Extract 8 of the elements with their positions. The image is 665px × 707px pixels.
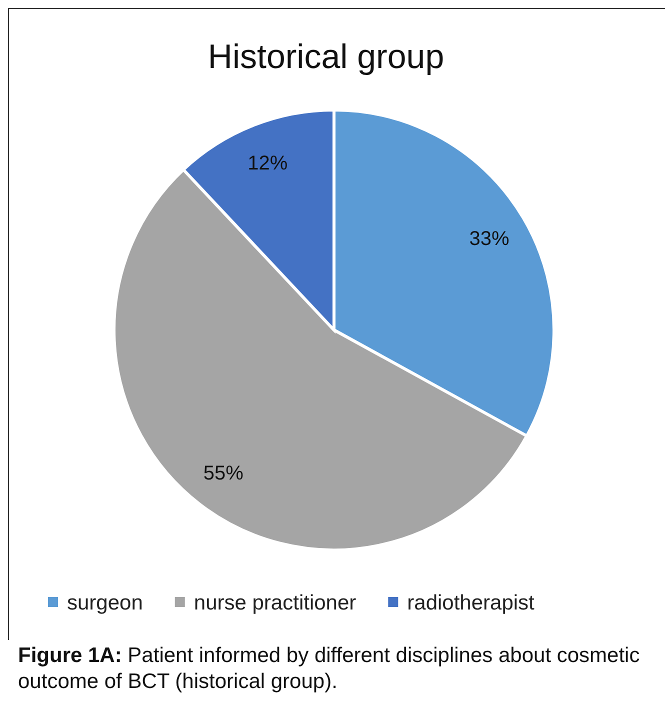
legend-label: radiotherapist: [407, 591, 535, 614]
data-label: 55%: [203, 462, 244, 485]
caption: Figure 1A: Patient informed by different disciplines about cosmetic outcome of BCT (historical group).: [18, 644, 640, 693]
legend-label: surgeon: [67, 591, 143, 614]
data-label: 33%: [469, 228, 510, 250]
chart-title: Historical group: [208, 38, 444, 76]
legend-label: nurse practitioner: [194, 591, 356, 614]
data-label: 12%: [248, 152, 288, 174]
